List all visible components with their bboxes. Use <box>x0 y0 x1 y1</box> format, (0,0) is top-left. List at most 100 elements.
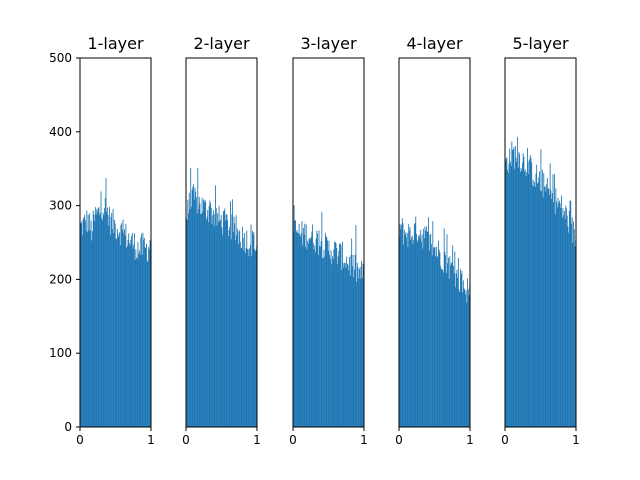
histogram-bar <box>544 186 546 427</box>
histogram-bar <box>240 247 242 427</box>
x-tick-label: 0 <box>395 433 403 447</box>
histogram-bar <box>356 281 358 427</box>
histogram-bar <box>429 234 431 427</box>
histogram-bar <box>230 239 232 427</box>
histogram-bar <box>211 224 213 427</box>
histogram-bar <box>92 210 94 427</box>
histogram-bar <box>412 244 414 427</box>
histogram-bar <box>458 289 460 427</box>
histogram-bar <box>334 241 336 427</box>
histogram-bar <box>220 219 221 427</box>
histogram-bar <box>360 278 362 427</box>
histogram-bar <box>427 231 429 427</box>
histogram-bar <box>144 247 146 427</box>
histogram-bar <box>234 240 236 427</box>
histogram-bar <box>419 238 421 427</box>
histogram-bar <box>361 278 363 427</box>
histogram-bar <box>190 168 192 427</box>
x-tick-label: 0 <box>76 433 84 447</box>
histogram-bar <box>229 226 231 427</box>
histogram-bar <box>409 227 411 427</box>
histogram-bar <box>197 168 199 427</box>
histogram-bar <box>540 149 542 427</box>
histogram-bar <box>344 263 346 427</box>
y-tick-label: 400 <box>49 125 72 139</box>
histogram-bar <box>313 249 315 427</box>
histogram-bar <box>110 216 112 427</box>
histogram-bar <box>200 213 202 427</box>
histogram-bar <box>310 239 311 427</box>
histogram-bar <box>420 229 422 427</box>
histogram-bar <box>238 231 240 427</box>
histogram-bar <box>440 265 442 427</box>
histogram-bar <box>248 256 250 427</box>
histogram-bar <box>514 145 516 427</box>
y-tick-label: 300 <box>49 199 72 213</box>
histogram-bar <box>421 241 422 427</box>
histogram-bar <box>297 232 299 427</box>
histogram-bar <box>295 220 296 427</box>
histogram-bar <box>343 267 345 427</box>
histogram-bar <box>299 234 301 427</box>
histogram-bar <box>557 197 559 427</box>
histogram-bar <box>425 230 427 427</box>
histogram-bar <box>328 240 330 427</box>
histogram-bar <box>130 239 132 427</box>
histogram-bar <box>509 161 511 428</box>
histogram-bar <box>208 206 210 427</box>
histogram-bar <box>97 211 98 427</box>
histogram-bar <box>224 208 226 427</box>
histogram-bar <box>447 257 449 427</box>
histogram-bar <box>103 215 105 427</box>
histogram-bar <box>443 228 445 427</box>
histogram-bar <box>348 270 350 427</box>
histogram-bar <box>203 199 204 427</box>
histogram-bar <box>316 230 318 427</box>
histogram-bar <box>323 249 325 427</box>
histogram-bar <box>445 255 447 427</box>
histogram-bar <box>524 169 526 428</box>
histogram-bar <box>242 237 244 427</box>
histogram-bar <box>350 255 352 427</box>
histogram-bar <box>242 226 243 427</box>
histogram-bar <box>200 213 202 427</box>
histogram-bar <box>102 212 104 427</box>
histogram-bar <box>460 274 462 427</box>
histogram-bar <box>347 264 349 427</box>
histogram-bar <box>516 161 518 427</box>
histogram-bar <box>465 294 466 427</box>
histogram-bar <box>550 190 552 427</box>
histogram-bar <box>534 186 536 427</box>
histogram-bar <box>428 250 430 427</box>
histogram-bar <box>321 212 323 427</box>
histogram-bar <box>351 265 353 427</box>
histogram-bar <box>111 213 113 427</box>
histogram-bar <box>548 188 550 427</box>
histogram-bar <box>232 199 234 427</box>
histogram-bar <box>335 243 337 427</box>
histogram-bar <box>106 207 108 427</box>
histogram-bar <box>522 162 523 428</box>
histogram-bar <box>199 203 201 427</box>
histogram-bar <box>201 197 203 427</box>
histogram-bar <box>399 224 401 427</box>
histogram-bar <box>531 162 533 427</box>
histogram-bar <box>206 216 208 427</box>
histogram-bar <box>332 256 333 427</box>
histogram-bar <box>252 230 253 427</box>
histogram-bar <box>358 278 360 427</box>
histogram-bar <box>351 238 353 427</box>
histogram-bar <box>408 230 410 427</box>
histogram-bar <box>254 251 256 427</box>
histogram-bar <box>437 257 439 427</box>
histogram-bar <box>361 261 363 427</box>
histogram-bar <box>192 186 194 427</box>
histogram-bar <box>549 163 551 427</box>
histogram-bar <box>529 159 530 427</box>
histogram-bar <box>114 219 115 427</box>
histogram-bar <box>239 241 241 427</box>
histogram-bar <box>88 230 90 427</box>
histogram-bar <box>115 238 117 427</box>
histogram-bar <box>302 245 304 427</box>
panel-title: 4-layer <box>406 34 463 53</box>
